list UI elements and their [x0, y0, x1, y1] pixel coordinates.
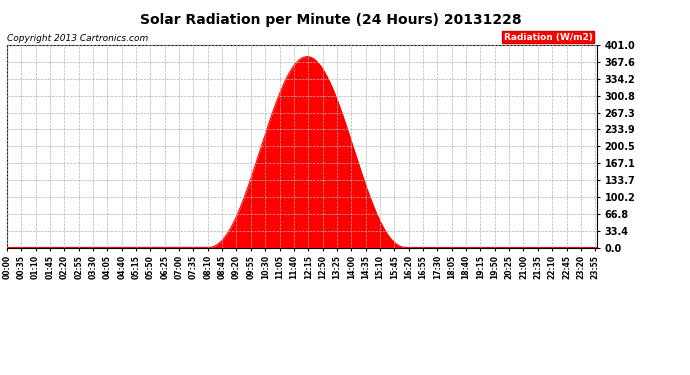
FancyBboxPatch shape — [502, 32, 594, 43]
Text: Copyright 2013 Cartronics.com: Copyright 2013 Cartronics.com — [8, 34, 149, 43]
Text: Solar Radiation per Minute (24 Hours) 20131228: Solar Radiation per Minute (24 Hours) 20… — [140, 13, 522, 27]
Text: Radiation (W/m2): Radiation (W/m2) — [504, 33, 593, 42]
